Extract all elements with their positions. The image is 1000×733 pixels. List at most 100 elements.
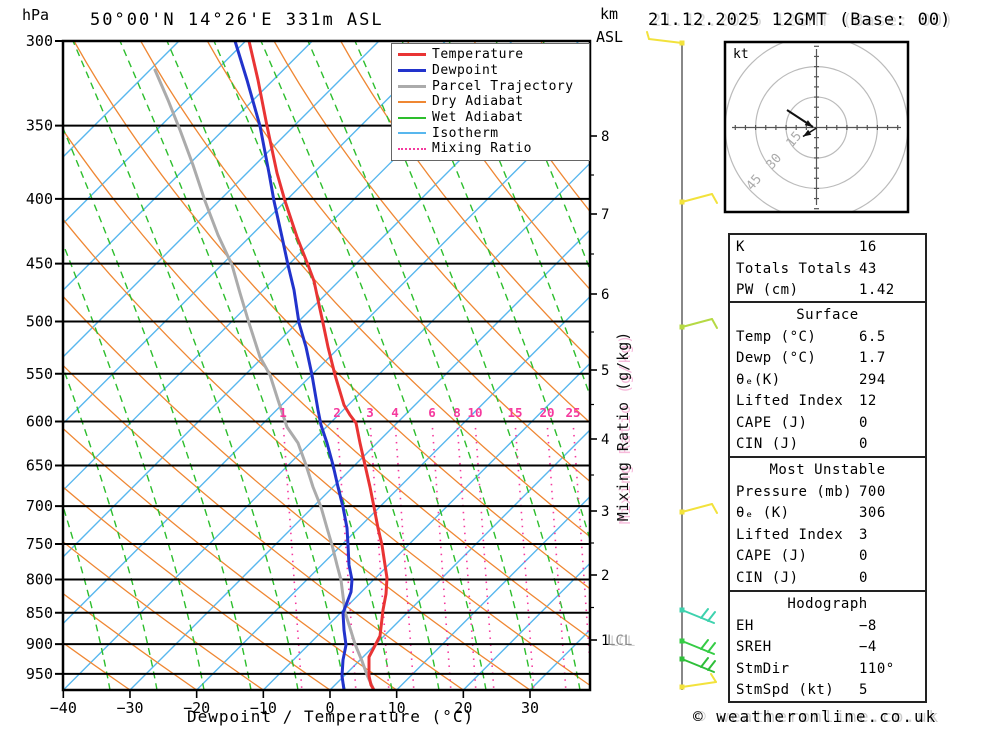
table-row-label: CIN (J): [736, 569, 799, 586]
pressure-tick-label: 900: [26, 635, 53, 653]
table-row-label: K: [736, 239, 745, 255]
table-row-label: θₑ(K): [736, 371, 781, 388]
wet-adiabat-line: [966, 41, 1000, 690]
legend-entry: Temperature: [398, 47, 589, 63]
dry-adiabat-line: [206, 41, 590, 483]
legend-entry-label: Dewpoint: [432, 63, 499, 79]
pressure-tick-label: 950: [26, 665, 53, 683]
table-row-label: Lifted Index: [736, 526, 844, 543]
hodograph-arrowhead: [804, 120, 813, 127]
table-row: EH −8: [730, 616, 925, 638]
table-row-label: Pressure (mb): [736, 483, 853, 500]
mixing-ratio-label: 4: [391, 405, 399, 420]
temp-tick-label: 10: [388, 699, 406, 717]
legend-entry: Mixing Ratio: [398, 141, 589, 157]
pressure-tick-label: 450: [26, 255, 53, 273]
wet-adiabat-line: [919, 41, 1000, 690]
mixing-ratio-line: [282, 420, 303, 690]
x-axis-title: Dewpoint / Temperature (°C): [187, 707, 475, 726]
mixing-ratio-label: 1: [279, 405, 287, 420]
isotherm-line: [129, 229, 590, 690]
table-row-label: Totals Totals: [736, 260, 853, 277]
table-row-value: 1.7: [859, 350, 886, 366]
table-row-label: θₑ (K): [736, 505, 790, 521]
table-row: CIN (J) 0: [730, 434, 925, 456]
isotherm-line: [63, 41, 313, 292]
mixing-ratio-line: [369, 420, 390, 690]
pressure-tick-label: 600: [26, 413, 53, 431]
table-row-value: 0: [859, 548, 868, 564]
table-row: Lifted Index 12: [730, 391, 925, 413]
lcl-marker-label: LCL: [607, 633, 633, 649]
hodograph-ring-label: 45: [744, 172, 766, 194]
table-row: Dewp (°C) 1.7: [730, 348, 925, 370]
table-row: StmSpd (kt) 5: [730, 680, 925, 702]
isotherm-line: [63, 162, 590, 690]
pressure-tick-label: 700: [26, 497, 53, 515]
table-row-label: StmSpd (kt): [736, 682, 835, 698]
mixing-ratio-axis-label: Mixing Ratio (g/kg): [614, 330, 632, 522]
isotherm-line: [63, 41, 247, 225]
table-row-value: 0: [859, 436, 868, 452]
table-row-value: 0: [859, 414, 868, 431]
dry-adiabat-line: [140, 41, 590, 538]
pressure-tick-label: 350: [26, 117, 53, 135]
table-row: CAPE (J) 0: [730, 546, 925, 568]
km-tick-label: 8: [601, 129, 609, 145]
mixing-ratio-label: 3: [366, 405, 374, 420]
temp-tick-label: −30: [116, 699, 143, 717]
wind-barb: [679, 656, 716, 673]
table-row: CIN (J) 0: [730, 568, 925, 590]
dry-adiabat-line: [73, 41, 590, 590]
mixing-ratio-label: 10: [467, 405, 482, 420]
plot-border: [61, 39, 592, 692]
table-row-value: 5: [859, 682, 868, 698]
table-row-label: SREH: [736, 639, 772, 655]
km-tick-label: 5: [601, 363, 609, 379]
table-row-value: 3: [859, 526, 868, 543]
pressure-tick-label: 850: [26, 604, 53, 622]
table-row: Lifted Index 3: [730, 525, 925, 547]
table-row-label: Lifted Index: [736, 393, 844, 409]
wind-barb: [679, 673, 717, 690]
isotherm-line: [63, 41, 447, 425]
wind-barb: [679, 503, 718, 515]
km-tick-label: 7: [601, 207, 609, 223]
table-row-value: 1.42: [859, 282, 895, 298]
table-row-label: CAPE (J): [736, 414, 808, 431]
mixing-ratio-line: [546, 420, 567, 690]
table-row: θₑ(K) 294: [730, 370, 925, 392]
table-section-header: Hodograph: [787, 596, 868, 612]
table-row-value: 12: [859, 393, 877, 409]
temp-tick-label: 0: [325, 699, 334, 717]
hodograph-arrowhead: [803, 129, 812, 137]
legend-entry-label: Parcel Trajectory: [432, 78, 574, 94]
legend-entry: Dewpoint: [398, 63, 589, 79]
mixing-ratio-line: [456, 420, 477, 690]
dewpoint-curve: [233, 41, 354, 690]
temperature-curve: [247, 41, 389, 690]
table-row-value: 0: [859, 569, 868, 586]
mixing-ratio-label: 8: [453, 405, 461, 420]
legend-line-sample: [398, 116, 426, 119]
indices-table-section: Most Unstable Pressure (mb) 700 θₑ (K) 306 Li…: [728, 456, 927, 592]
km-tick-label: 3: [601, 504, 609, 520]
table-row: SREH −4: [730, 637, 925, 659]
table-row-value: 294: [859, 371, 886, 388]
mixing-ratio-line: [431, 420, 452, 690]
dry-adiabat-line: [273, 41, 590, 424]
isotherm-line: [329, 429, 590, 690]
mixing-ratio-line: [394, 420, 415, 690]
dry-adiabat-line: [63, 295, 531, 690]
altitude-unit-km: km: [600, 5, 619, 23]
temp-tick-label: −10: [250, 699, 277, 717]
hodograph-border: [723, 40, 910, 214]
mixing-ratio-label: 15: [507, 405, 522, 420]
hodograph-unit-label: kt: [733, 47, 749, 62]
pressure-unit-label: hPa: [22, 6, 50, 24]
legend-line-sample: [398, 84, 426, 88]
pressure-tick-label: 500: [26, 312, 53, 330]
legend-entry: Wet Adiabat: [398, 110, 589, 126]
legend-line-sample: [398, 147, 426, 150]
